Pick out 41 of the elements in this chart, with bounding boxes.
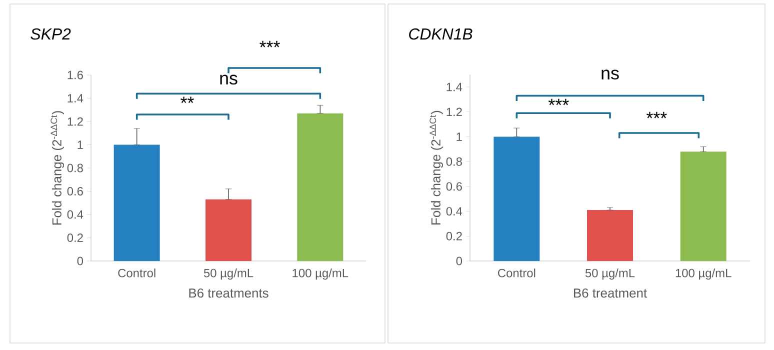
y-tick-label: 1.2 bbox=[446, 108, 462, 116]
y-tick-label: 0.8 bbox=[67, 164, 83, 172]
y-axis-title: Fold change (2$^{-ΔΔCt}$) bbox=[50, 111, 64, 225]
y-tick-label: 1.2 bbox=[68, 117, 83, 126]
x-tick-label: 100 µg/mL bbox=[676, 268, 732, 280]
x-tick-label: 100 µg/mL bbox=[292, 268, 348, 280]
y-tick-label: 0.2 bbox=[446, 232, 462, 240]
y-tick-label: 1 bbox=[456, 132, 462, 141]
bar bbox=[114, 144, 160, 261]
annotation: ns bbox=[220, 74, 238, 85]
x-tick-label: 50 µg/mL bbox=[585, 268, 635, 280]
y-tick-label: 0.4 bbox=[446, 207, 462, 216]
y-tick-label: 0.2 bbox=[67, 234, 83, 242]
bar bbox=[206, 199, 252, 261]
y-tick-label: 0.8 bbox=[446, 157, 462, 166]
x-tick-label: Control bbox=[118, 268, 156, 278]
bar bbox=[680, 152, 726, 261]
x-tick-label: Control bbox=[498, 268, 536, 278]
bar bbox=[494, 136, 540, 261]
bar bbox=[587, 210, 634, 261]
y-tick-label: 0.6 bbox=[446, 182, 462, 191]
y-tick-label: 0 bbox=[456, 256, 462, 266]
x-tick-label: 50 µg/mL bbox=[204, 268, 254, 280]
y-tick-label: 0.4 bbox=[67, 210, 84, 219]
text: *** bbox=[260, 40, 280, 48]
annotation: *** bbox=[646, 112, 667, 118]
y-axis-title: Fold change (2$^{-ΔΔCt}$) bbox=[430, 110, 444, 224]
y-tick-label: 1.4 bbox=[446, 82, 462, 92]
chart-title: CDKN1B bbox=[409, 28, 472, 40]
y-tick-label: 0.6 bbox=[67, 187, 83, 196]
bar bbox=[297, 113, 344, 261]
x-axis-title: B6 treatment bbox=[574, 288, 647, 298]
y-tick-label: 1 bbox=[78, 140, 83, 149]
annotation: ns bbox=[602, 70, 619, 80]
y-tick-label: 1.4 bbox=[68, 94, 84, 102]
annotation: ** bbox=[180, 96, 194, 104]
chart-title: SKP2 bbox=[30, 28, 71, 40]
y-tick-label: 1.6 bbox=[68, 70, 83, 80]
y-tick-label: 0 bbox=[77, 256, 84, 266]
x-axis-title: B6 treatments bbox=[189, 288, 268, 298]
annotation: *** bbox=[548, 98, 569, 106]
